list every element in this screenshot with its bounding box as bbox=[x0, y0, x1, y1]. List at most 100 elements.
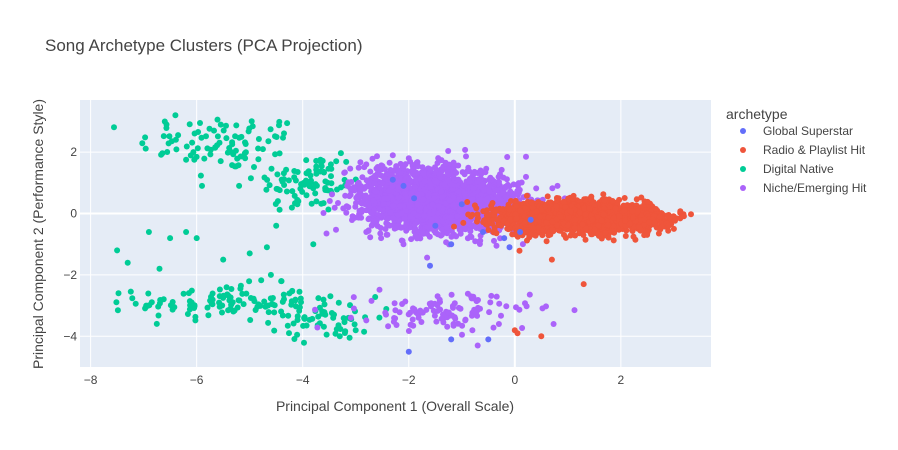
data-point bbox=[220, 294, 227, 301]
data-point bbox=[231, 163, 238, 170]
data-point bbox=[372, 188, 379, 195]
data-point bbox=[267, 126, 274, 133]
data-point bbox=[328, 180, 335, 187]
data-point bbox=[448, 233, 455, 240]
data-point bbox=[160, 133, 167, 140]
data-point bbox=[406, 176, 413, 183]
data-point bbox=[350, 294, 357, 301]
data-point bbox=[513, 304, 519, 311]
data-point bbox=[346, 334, 353, 341]
data-point bbox=[368, 222, 375, 229]
data-point bbox=[407, 213, 414, 220]
data-point bbox=[469, 196, 476, 203]
data-point bbox=[247, 175, 254, 182]
data-point bbox=[169, 299, 176, 305]
data-point bbox=[268, 165, 275, 172]
data-point bbox=[197, 172, 204, 179]
data-point bbox=[320, 323, 327, 330]
data-point bbox=[207, 151, 214, 158]
data-point bbox=[480, 181, 487, 188]
data-point bbox=[313, 163, 320, 170]
data-point bbox=[330, 314, 337, 321]
data-point bbox=[509, 190, 516, 197]
data-point bbox=[392, 315, 399, 322]
data-point bbox=[441, 181, 448, 188]
data-point bbox=[484, 195, 491, 202]
data-point bbox=[493, 216, 500, 223]
data-point bbox=[236, 297, 243, 304]
data-point bbox=[486, 309, 493, 316]
data-point bbox=[261, 298, 268, 305]
data-point bbox=[184, 311, 191, 317]
data-point bbox=[376, 314, 383, 321]
data-point bbox=[218, 302, 224, 309]
data-point bbox=[466, 168, 473, 175]
data-point bbox=[411, 221, 418, 228]
data-point bbox=[314, 324, 321, 331]
data-point bbox=[460, 219, 467, 226]
data-point bbox=[396, 203, 403, 210]
data-point bbox=[453, 233, 460, 240]
data-point bbox=[204, 145, 211, 152]
data-point bbox=[376, 184, 383, 191]
data-point bbox=[421, 212, 428, 219]
data-point bbox=[448, 214, 455, 221]
data-point bbox=[466, 178, 473, 185]
data-point bbox=[269, 295, 276, 301]
data-point bbox=[571, 307, 578, 314]
data-point bbox=[523, 173, 529, 180]
data-point bbox=[361, 164, 368, 171]
data-point bbox=[347, 191, 354, 198]
data-point bbox=[438, 315, 445, 322]
data-point bbox=[127, 288, 134, 295]
data-point bbox=[247, 317, 254, 323]
data-point bbox=[265, 309, 272, 316]
data-point bbox=[401, 215, 408, 222]
data-point bbox=[220, 127, 227, 134]
data-point bbox=[291, 336, 298, 342]
data-point bbox=[376, 172, 383, 178]
data-point bbox=[325, 206, 332, 213]
data-point bbox=[276, 206, 283, 213]
data-point bbox=[415, 163, 422, 170]
data-point bbox=[539, 305, 546, 312]
data-point bbox=[336, 333, 343, 340]
data-point bbox=[183, 229, 190, 235]
data-point bbox=[492, 208, 499, 215]
data-point bbox=[374, 153, 380, 160]
data-point bbox=[455, 304, 462, 311]
data-point bbox=[504, 225, 511, 232]
series-radio-playlist-hit bbox=[451, 191, 694, 340]
data-point bbox=[347, 314, 354, 321]
data-point bbox=[303, 157, 310, 164]
data-point bbox=[519, 325, 526, 331]
data-point bbox=[269, 300, 275, 307]
data-point bbox=[204, 304, 211, 311]
data-point bbox=[259, 146, 266, 153]
data-point bbox=[230, 308, 237, 315]
data-point bbox=[272, 151, 279, 158]
data-point bbox=[172, 136, 179, 143]
data-point bbox=[237, 282, 244, 289]
data-point bbox=[285, 312, 292, 319]
data-point bbox=[349, 217, 355, 223]
data-point bbox=[267, 271, 274, 278]
data-point bbox=[644, 198, 651, 205]
data-point bbox=[402, 207, 409, 214]
data-point bbox=[477, 237, 484, 244]
data-point bbox=[265, 138, 272, 145]
data-point bbox=[512, 197, 519, 204]
data-point bbox=[405, 311, 412, 318]
data-point bbox=[285, 177, 292, 184]
data-point bbox=[495, 193, 502, 200]
data-point bbox=[271, 327, 278, 334]
data-point bbox=[469, 312, 475, 319]
data-point bbox=[572, 232, 579, 239]
data-point bbox=[453, 169, 460, 176]
data-point bbox=[225, 307, 232, 314]
data-point bbox=[391, 300, 398, 307]
data-point bbox=[203, 133, 209, 140]
data-point bbox=[526, 291, 533, 298]
data-point bbox=[347, 302, 353, 309]
data-point bbox=[263, 244, 270, 251]
